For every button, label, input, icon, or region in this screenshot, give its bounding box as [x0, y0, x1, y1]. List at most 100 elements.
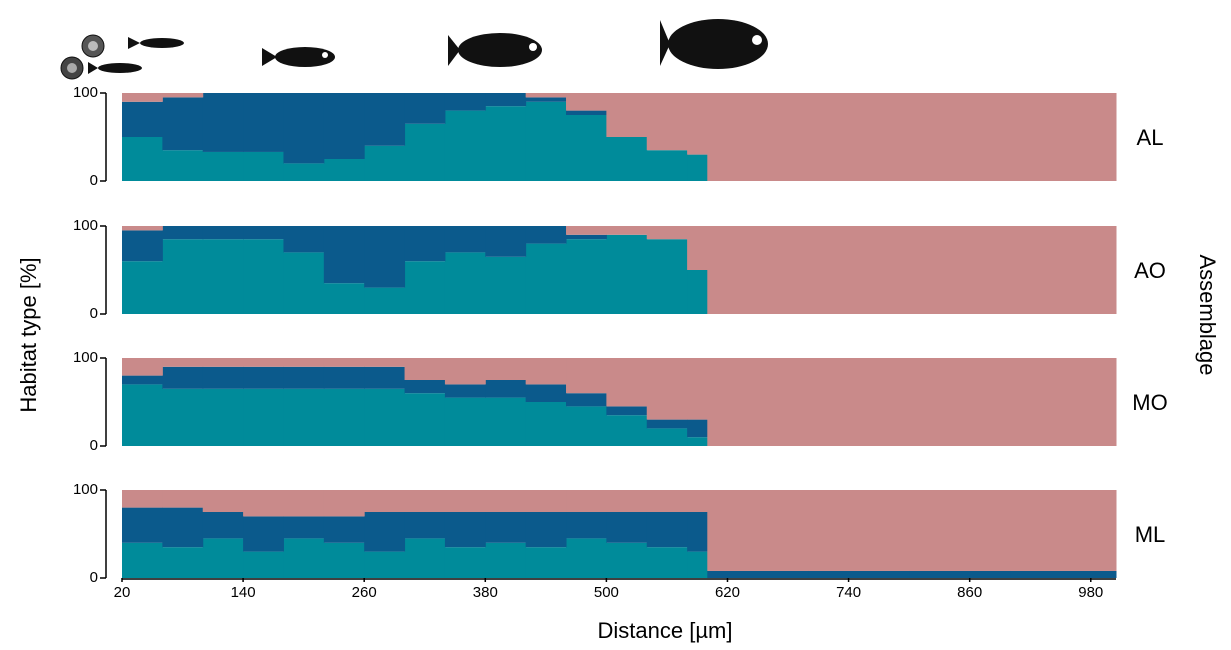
bar-segment	[243, 367, 284, 389]
bar-segment	[203, 512, 244, 538]
x-axis-label: Distance [µm]	[598, 618, 733, 643]
bar-segment	[647, 547, 688, 578]
bar-segment	[485, 398, 526, 446]
bar-segment	[122, 226, 163, 230]
bar-segment	[445, 547, 486, 578]
bar-segment	[485, 543, 526, 578]
bar-segment	[283, 226, 324, 252]
bar-segment	[1010, 358, 1116, 446]
bar-segment	[566, 235, 607, 239]
bar-segment	[606, 137, 647, 181]
bar-segment	[324, 490, 365, 516]
bar-segment	[243, 389, 284, 446]
bar-segment	[566, 111, 607, 115]
bar-segment	[909, 226, 1010, 314]
bar-segment	[526, 547, 567, 578]
bar-segment	[203, 152, 244, 181]
bar-segment	[283, 358, 324, 367]
bar-segment	[364, 146, 405, 181]
bar-segment	[122, 93, 163, 102]
bar-segment	[606, 226, 647, 235]
panel-label: AO	[1134, 258, 1166, 283]
bar-segment	[485, 257, 526, 314]
bar-segment	[566, 93, 607, 111]
bar-segment	[324, 283, 365, 314]
bar-segment	[203, 226, 244, 239]
bar-segment	[243, 358, 284, 367]
bar-segment	[526, 512, 567, 547]
bar-segment	[405, 380, 446, 393]
x-tick-label: 980	[1078, 584, 1103, 601]
bar-segment	[364, 389, 405, 446]
bar-segment	[405, 393, 446, 446]
bar-segment	[526, 490, 567, 512]
fish-icons	[61, 19, 768, 79]
bar-segment	[566, 393, 607, 406]
bar-segment	[203, 367, 244, 389]
x-tick-label: 260	[352, 584, 377, 601]
bar-segment	[364, 490, 405, 512]
y-tick-label: 100	[73, 217, 98, 234]
bar-segment	[364, 288, 405, 314]
x-tick-label: 740	[836, 584, 861, 601]
bar-segment	[909, 358, 1010, 446]
bar-segment	[566, 538, 607, 578]
bar-segment	[122, 384, 163, 446]
bar-segment	[162, 239, 203, 314]
bar-segment	[162, 508, 203, 548]
panel-label: MO	[1132, 390, 1167, 415]
bar-segment	[647, 420, 688, 429]
bar-segment	[243, 239, 284, 314]
y-tick-label: 0	[90, 305, 98, 322]
bar-segment	[707, 93, 808, 181]
bar-segment	[445, 252, 486, 314]
y-tick-label: 100	[73, 349, 98, 366]
bar-segment	[687, 226, 708, 270]
bar-segment	[707, 490, 808, 571]
bar-segment	[364, 93, 405, 146]
bar-segment	[485, 106, 526, 181]
bar-segment	[283, 252, 324, 314]
bar-segment	[283, 490, 324, 516]
bar-segment	[647, 358, 688, 420]
bar-segment	[243, 93, 284, 152]
bar-segment	[243, 552, 284, 578]
bar-segment	[909, 571, 1010, 578]
bar-segment	[606, 490, 647, 512]
bar-segment	[687, 358, 708, 420]
bar-segment	[485, 512, 526, 543]
chart: Habitat type [%] Assemblage Distance [µm…	[0, 0, 1231, 650]
bar-segment	[243, 490, 284, 516]
bar-segment	[283, 516, 324, 538]
bar-segment	[566, 512, 607, 538]
bar-segment	[566, 406, 607, 446]
bar-segment	[707, 358, 808, 446]
bar-segment	[566, 490, 607, 512]
bar-segment	[526, 402, 567, 446]
bar-segment	[526, 93, 567, 97]
bar-segment	[162, 358, 203, 367]
bar-segment	[485, 226, 526, 257]
bar-segment	[526, 97, 567, 101]
bar-segment	[162, 547, 203, 578]
bar-segment	[243, 516, 284, 551]
bar-segment	[687, 512, 708, 552]
bar-segment	[445, 512, 486, 547]
bar-segment	[405, 490, 446, 512]
bar-segment	[122, 376, 163, 385]
bar-segment	[1010, 490, 1116, 571]
bar-segment	[203, 389, 244, 446]
bar-segment	[122, 490, 163, 508]
bar-segment	[324, 543, 365, 578]
bar-segment	[162, 490, 203, 508]
bar-segment	[566, 226, 607, 235]
bar-segment	[203, 358, 244, 367]
bar-segment	[405, 124, 446, 181]
bar-segment	[203, 239, 244, 314]
bar-segment	[647, 239, 688, 314]
bar-segment	[162, 389, 203, 446]
x-tick-label: 500	[594, 584, 619, 601]
bar-segment	[283, 367, 324, 389]
bar-segment	[606, 358, 647, 406]
bar-segment	[122, 508, 163, 543]
